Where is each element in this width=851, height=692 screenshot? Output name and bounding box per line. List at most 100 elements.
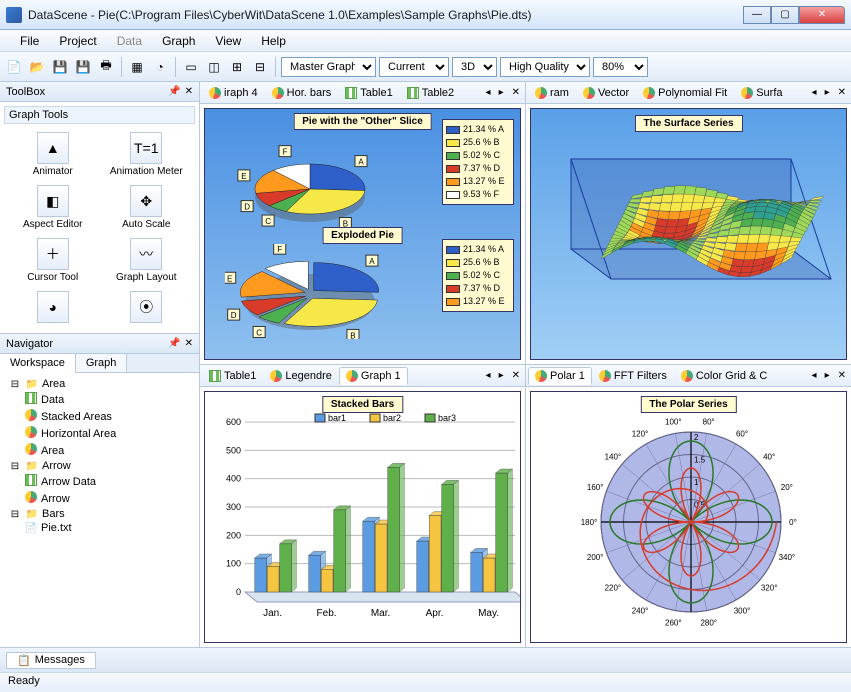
tree-node[interactable]: Area <box>20 442 195 459</box>
tool-icon: T=1 <box>130 132 162 164</box>
tree-node[interactable]: ⊟📁Arrow <box>4 459 195 473</box>
pane-tab[interactable]: FFT Filters <box>592 367 674 385</box>
pane-tab[interactable]: Surfa <box>734 84 789 102</box>
new-icon[interactable]: 📄 <box>4 57 24 77</box>
layout4-icon[interactable]: ⊟ <box>250 57 270 77</box>
svg-text:300: 300 <box>226 502 241 512</box>
tab-prev[interactable]: ◂ <box>809 87 820 98</box>
pie-2: ABCDEF <box>225 244 395 339</box>
zoom-combo[interactable]: 80% <box>593 57 648 77</box>
tab-graph[interactable]: Graph <box>76 354 128 372</box>
tree-node[interactable]: Stacked Areas <box>20 408 195 425</box>
tool-label: Cursor Tool <box>27 272 78 283</box>
tab-next[interactable]: ▸ <box>822 87 833 98</box>
layout2-icon[interactable]: ◫ <box>204 57 224 77</box>
tree-node[interactable]: Arrow <box>20 490 195 507</box>
tab-next[interactable]: ▸ <box>496 87 507 98</box>
3d-combo[interactable]: 3D <box>452 57 497 77</box>
tool-graph-layout[interactable]: 〰Graph Layout <box>102 238 192 283</box>
pane-tab[interactable]: Graph 1 <box>339 367 408 385</box>
pane-tab[interactable]: Table1 <box>202 367 263 385</box>
tab-workspace[interactable]: Workspace <box>0 354 76 373</box>
layout3-icon[interactable]: ⊞ <box>227 57 247 77</box>
menubar: File Project Data Graph View Help <box>0 30 851 52</box>
svg-text:140°: 140° <box>605 452 622 461</box>
pane-tab[interactable]: Polar 1 <box>528 367 592 385</box>
menu-project[interactable]: Project <box>49 32 106 50</box>
save-icon[interactable]: 💾 <box>50 57 70 77</box>
tree-node[interactable]: 📄Pie.txt <box>20 521 195 535</box>
tool-aspect-editor[interactable]: ◧Aspect Editor <box>8 185 98 230</box>
tab-prev[interactable]: ◂ <box>483 87 494 98</box>
pane-tab[interactable]: Legendre <box>263 367 339 385</box>
menu-graph[interactable]: Graph <box>152 32 205 50</box>
legend-row: 7.37 % D <box>446 282 510 295</box>
master-graph-combo[interactable]: Master Graph <box>281 57 376 77</box>
legend-row: 21.34 % A <box>446 243 510 256</box>
chart-icon[interactable]: ◔ <box>150 57 170 77</box>
pane-tab[interactable]: Polynomial Fit <box>636 84 734 102</box>
svg-text:Apr.: Apr. <box>426 608 444 619</box>
messages-tab[interactable]: 📋Messages <box>6 652 96 669</box>
svg-text:120°: 120° <box>632 430 649 439</box>
svg-text:220°: 220° <box>605 584 622 593</box>
tool-animator[interactable]: ▲Animator <box>8 132 98 177</box>
pane-tab[interactable]: Vector <box>576 84 636 102</box>
tree-node[interactable]: Arrow Data <box>20 473 195 490</box>
svg-text:200: 200 <box>226 530 241 540</box>
tool-auto-scale[interactable]: ✥Auto Scale <box>102 185 192 230</box>
close-panel-icon[interactable]: ✕ <box>185 86 193 97</box>
close-panel-icon[interactable]: ✕ <box>185 338 193 349</box>
minimize-button[interactable]: ― <box>743 6 771 24</box>
pane-tab[interactable]: iraph 4 <box>202 84 265 102</box>
layout1-icon[interactable]: ▭ <box>181 57 201 77</box>
svg-text:May.: May. <box>478 608 499 619</box>
svg-text:1: 1 <box>694 478 699 487</box>
quality-combo[interactable]: High Quality <box>500 57 590 77</box>
pane-tab[interactable]: Table2 <box>400 84 461 102</box>
pane-tab[interactable]: Color Grid & C <box>674 367 775 385</box>
saveall-icon[interactable]: 💾 <box>73 57 93 77</box>
tool-animation-meter[interactable]: T=1Animation Meter <box>102 132 192 177</box>
close-button[interactable]: ✕ <box>799 6 845 24</box>
pane-tab[interactable]: Table1 <box>338 84 399 102</box>
tab-close[interactable]: ✕ <box>835 87 849 98</box>
pane-tab[interactable]: Hor. bars <box>265 84 339 102</box>
pane-tab[interactable]: ram <box>528 84 576 102</box>
menu-file[interactable]: File <box>10 32 49 50</box>
svg-text:1.5: 1.5 <box>694 456 706 465</box>
open-icon[interactable]: 📂 <box>27 57 47 77</box>
tab-next[interactable]: ▸ <box>496 370 507 381</box>
svg-text:80°: 80° <box>703 418 715 427</box>
toolbar: 📄 📂 💾 💾 🖶 ▦ ◔ ▭ ◫ ⊞ ⊟ Master Graph Curre… <box>0 52 851 82</box>
tab-prev[interactable]: ◂ <box>809 370 820 381</box>
tool-extra[interactable]: ⦿ <box>102 291 192 325</box>
tool-extra[interactable]: ◕ <box>8 291 98 325</box>
tab-next[interactable]: ▸ <box>822 370 833 381</box>
tool-icon: ◕ <box>37 291 69 323</box>
svg-text:240°: 240° <box>632 606 649 615</box>
svg-text:400: 400 <box>226 474 241 484</box>
chart-icon <box>24 409 38 424</box>
grid-icon[interactable]: ▦ <box>127 57 147 77</box>
tool-cursor-tool[interactable]: ＋Cursor Tool <box>8 238 98 283</box>
tree-node[interactable]: Data <box>20 391 195 408</box>
svg-text:320°: 320° <box>761 584 778 593</box>
tab-close[interactable]: ✕ <box>509 87 523 98</box>
maximize-button[interactable]: ▢ <box>771 6 799 24</box>
folder-icon: 📁 <box>25 379 39 390</box>
tree-node[interactable]: Horizontal Area <box>20 425 195 442</box>
print-icon[interactable]: 🖶 <box>96 57 116 77</box>
pin-icon[interactable]: 📌 <box>168 338 180 349</box>
current-combo[interactable]: Current <box>379 57 449 77</box>
menu-view[interactable]: View <box>205 32 251 50</box>
folder-icon: 📁 <box>25 461 39 472</box>
tab-close[interactable]: ✕ <box>509 370 523 381</box>
tab-close[interactable]: ✕ <box>835 370 849 381</box>
tree-node[interactable]: ⊟📁Area <box>4 377 195 391</box>
tree-node[interactable]: ⊟📁Bars <box>4 507 195 521</box>
menu-help[interactable]: Help <box>251 32 296 50</box>
menu-data[interactable]: Data <box>107 32 152 50</box>
pin-icon[interactable]: 📌 <box>168 86 180 97</box>
tab-prev[interactable]: ◂ <box>483 370 494 381</box>
